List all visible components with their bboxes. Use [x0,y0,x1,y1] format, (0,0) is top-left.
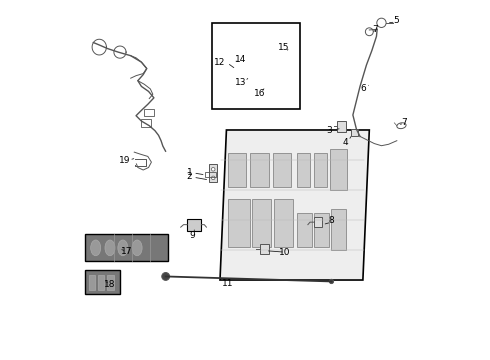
Text: 17: 17 [121,247,132,256]
Bar [281,55,285,59]
Text: 7: 7 [401,118,407,127]
Bar [85,270,120,294]
Text: 10: 10 [279,248,291,257]
Circle shape [211,176,215,180]
Text: 2: 2 [187,172,193,181]
Text: 8: 8 [329,216,334,225]
Bar [205,172,217,177]
Circle shape [329,279,334,284]
Bar [107,275,114,290]
Text: 3: 3 [326,126,332,135]
Bar [252,199,270,247]
Text: 9: 9 [189,231,195,240]
Bar [85,234,168,261]
Text: 16: 16 [254,89,266,98]
Bar [273,153,292,187]
Text: 4: 4 [342,138,348,147]
Text: 5: 5 [393,16,399,25]
Bar [89,275,95,290]
Bar [351,129,358,136]
Bar [286,55,291,59]
Text: 7: 7 [372,26,378,35]
Bar [228,153,246,187]
Bar [274,199,293,247]
Text: 13: 13 [235,78,246,87]
Bar [292,55,296,59]
Bar [331,209,346,250]
Bar [144,109,153,116]
Bar [314,217,322,227]
Text: 1: 1 [187,168,193,177]
Text: 18: 18 [103,280,115,289]
Bar [297,153,310,187]
Bar [141,119,151,127]
Circle shape [162,273,170,280]
Text: 19: 19 [119,156,130,165]
Bar [314,153,327,187]
Bar [212,23,300,109]
Circle shape [377,18,386,27]
Text: 12: 12 [214,58,225,67]
Bar [250,153,269,187]
Bar [98,275,104,290]
Bar [228,199,250,247]
Bar [314,213,329,247]
Polygon shape [220,130,369,280]
Bar [330,149,347,190]
Circle shape [211,167,215,171]
Ellipse shape [397,123,406,129]
Ellipse shape [105,240,115,256]
Text: 15: 15 [277,43,289,52]
Ellipse shape [132,240,142,256]
Text: 6: 6 [361,84,367,93]
Ellipse shape [91,240,100,256]
Bar [187,219,201,231]
Text: 14: 14 [235,55,246,64]
Bar [260,244,270,253]
Bar [297,213,312,247]
Bar [337,121,346,132]
Text: 11: 11 [222,279,234,288]
Ellipse shape [118,240,128,256]
Bar [209,164,217,182]
Circle shape [366,28,373,36]
